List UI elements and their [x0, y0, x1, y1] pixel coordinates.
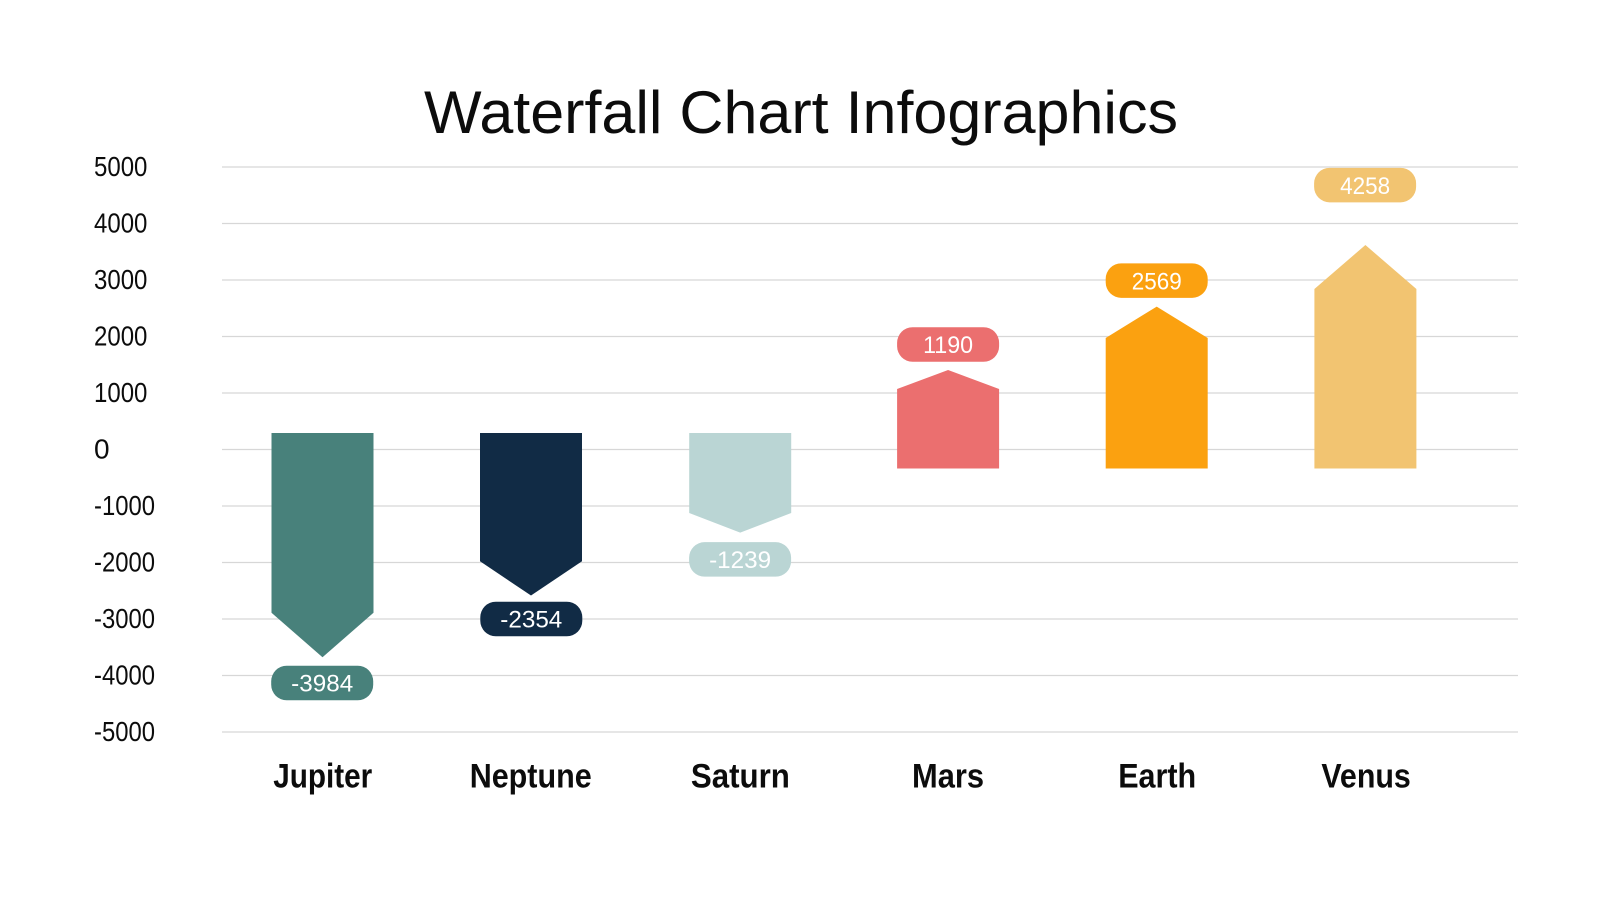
svg-text:Neptune: Neptune	[470, 758, 592, 796]
svg-text:2000: 2000	[94, 321, 147, 352]
svg-text:Venus: Venus	[1321, 758, 1411, 796]
svg-text:-1000: -1000	[94, 490, 155, 521]
svg-text:-3000: -3000	[94, 603, 155, 634]
svg-text:-2354: -2354	[500, 607, 562, 634]
svg-text:-1239: -1239	[709, 547, 771, 574]
svg-text:2569: 2569	[1132, 268, 1182, 295]
svg-text:Mars: Mars	[912, 758, 984, 796]
svg-text:4258: 4258	[1340, 173, 1390, 200]
svg-text:1190: 1190	[923, 332, 973, 359]
svg-text:-2000: -2000	[94, 547, 155, 578]
svg-text:4000: 4000	[94, 208, 147, 239]
svg-text:1000: 1000	[94, 377, 147, 408]
svg-text:Saturn: Saturn	[691, 758, 790, 796]
svg-text:Jupiter: Jupiter	[273, 758, 372, 796]
svg-text:3000: 3000	[94, 264, 147, 295]
svg-text:-3984: -3984	[291, 671, 353, 698]
svg-text:5000: 5000	[94, 151, 147, 182]
svg-text:0: 0	[94, 434, 110, 465]
svg-text:Waterfall Chart Infographics: Waterfall Chart Infographics	[424, 79, 1178, 146]
svg-text:Earth: Earth	[1118, 758, 1196, 796]
svg-text:-4000: -4000	[94, 660, 155, 691]
svg-text:-5000: -5000	[94, 716, 155, 747]
